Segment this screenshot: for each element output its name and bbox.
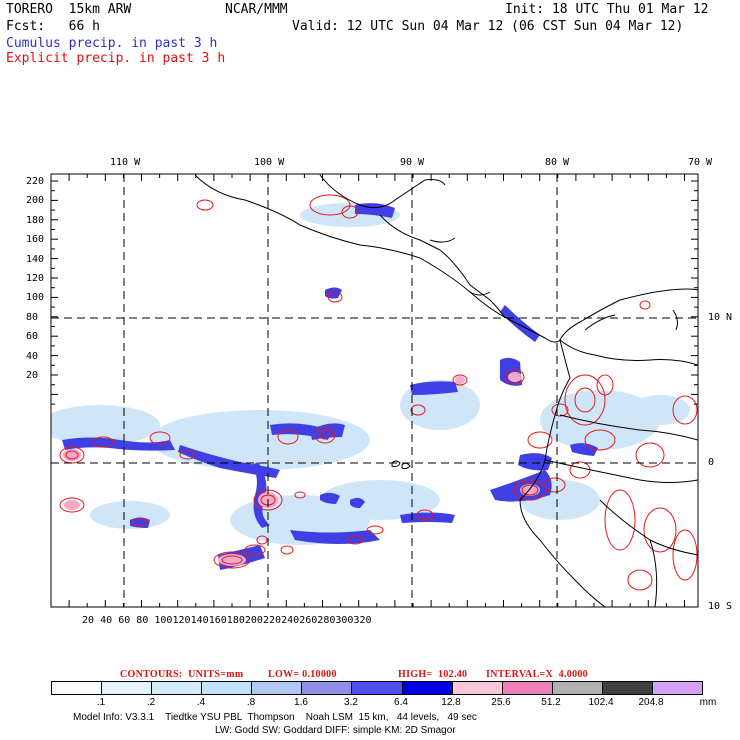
colorbar-label: 3.2 xyxy=(344,697,358,708)
colorbar-label: 102.4 xyxy=(588,697,614,708)
colorbar-label: 1.6 xyxy=(294,697,308,708)
grid-lines xyxy=(51,174,698,607)
colorbar-label: 51.2 xyxy=(541,697,561,708)
init-time: Init: 18 UTC Thu 01 Mar 12 xyxy=(505,2,709,17)
lon-label-70w: 70 W xyxy=(688,157,713,168)
y-tick-label: 40 xyxy=(26,350,39,362)
x-tick-label: 220 xyxy=(263,615,282,626)
colorbar-label: 204.8 xyxy=(638,697,664,708)
lon-label-100w: 100 W xyxy=(254,157,285,168)
colorbar-swatch xyxy=(152,682,203,694)
colorbar-swatch xyxy=(102,682,153,694)
colorbar-swatch xyxy=(652,682,703,694)
y-tick-label: 220 xyxy=(26,176,45,187)
x-tick-label: 320 xyxy=(353,615,372,626)
coastlines xyxy=(194,174,698,607)
valid-time: Valid: 12 UTC Sun 04 Mar 12 (06 CST Sun … xyxy=(292,19,684,34)
colorbar-label: .2 xyxy=(146,697,156,708)
x-tick-label: 60 xyxy=(118,615,131,626)
contour-interval: INTERVAL=X 4.0000 xyxy=(486,669,588,680)
lon-label-110w: 110 W xyxy=(110,157,141,168)
y-tick-label: 200 xyxy=(26,195,45,207)
lon-label-90w: 90 W xyxy=(400,157,425,168)
lat-label-10n: 10 N xyxy=(708,312,733,323)
x-tick-label: 140 xyxy=(190,615,209,626)
colorbar-swatch xyxy=(52,682,103,694)
field-cumulus-label: Cumulus precip. in past 3 h xyxy=(6,36,218,51)
explicit-precip-contours xyxy=(59,194,698,591)
colorbar-swatch xyxy=(452,682,503,694)
colorbar xyxy=(51,681,703,695)
x-tick-label: 80 xyxy=(136,615,149,626)
light-precip-fill xyxy=(51,203,690,545)
x-tick-label: 120 xyxy=(172,615,191,626)
colorbar-swatch xyxy=(252,682,303,694)
map-content xyxy=(51,174,698,607)
forecast-hour: Fcst: 66 h xyxy=(6,19,100,34)
field-explicit-label: Explicit precip. in past 3 h xyxy=(6,51,226,66)
lat-label-0: 0 xyxy=(708,457,715,468)
contour-low: LOW= 0.10000 xyxy=(268,669,337,680)
y-tick-label: 80 xyxy=(26,311,39,323)
colorbar-label: .4 xyxy=(196,697,206,708)
colorbar-swatch xyxy=(402,682,453,694)
x-tick-label: 100 xyxy=(154,615,173,626)
colorbar-swatch xyxy=(502,682,553,694)
colorbar-swatch xyxy=(602,682,653,694)
y-tick-label: 160 xyxy=(26,234,45,246)
colorbar-swatch xyxy=(552,682,603,694)
y-tick-label: 120 xyxy=(26,273,45,284)
y-tick-label: 180 xyxy=(26,214,45,226)
lat-label-10s: 10 S xyxy=(708,601,733,612)
y-tick-label: 100 xyxy=(26,292,45,304)
contour-high: HIGH= 102.40 xyxy=(398,669,468,680)
colorbar-unit: mm xyxy=(699,697,717,708)
y-tick-label: 140 xyxy=(26,253,45,265)
y-tick-label: 20 xyxy=(26,370,39,381)
colorbar-label: 6.4 xyxy=(394,697,408,708)
colorbar-label: .1 xyxy=(96,697,106,708)
colorbar-label: .8 xyxy=(246,697,256,708)
physics-info: LW: Godd SW: Goddard DIFF: simple KM: 2D… xyxy=(215,725,456,736)
x-tick-label: 180 xyxy=(226,615,245,626)
colorbar-swatch xyxy=(352,682,403,694)
x-tick-label: 260 xyxy=(299,615,318,626)
contour-units: CONTOURS: UNITS=mm xyxy=(120,669,244,680)
organization: NCAR/MMM xyxy=(225,2,288,17)
lon-label-80w: 80 W xyxy=(545,157,570,168)
map-frame xyxy=(50,173,699,608)
axis-ticks xyxy=(50,174,698,607)
x-tick-label: 40 xyxy=(100,615,113,626)
y-tick-label: 60 xyxy=(26,331,39,343)
model-info: Model Info: V3.3.1 Tiedtke YSU PBL Thomp… xyxy=(73,712,477,723)
x-tick-label: 160 xyxy=(208,615,227,626)
model-title: TORERO 15km ARW xyxy=(6,2,132,17)
colorbar-swatch xyxy=(302,682,353,694)
x-tick-label: 280 xyxy=(317,615,336,626)
x-tick-label: 240 xyxy=(281,615,300,626)
x-tick-label: 200 xyxy=(244,615,263,626)
x-tick-label: 20 xyxy=(82,615,95,626)
colorbar-swatch xyxy=(202,682,253,694)
colorbar-label: 25.6 xyxy=(491,697,511,708)
colorbar-label: 12.8 xyxy=(441,697,461,708)
x-tick-label: 300 xyxy=(335,615,354,626)
